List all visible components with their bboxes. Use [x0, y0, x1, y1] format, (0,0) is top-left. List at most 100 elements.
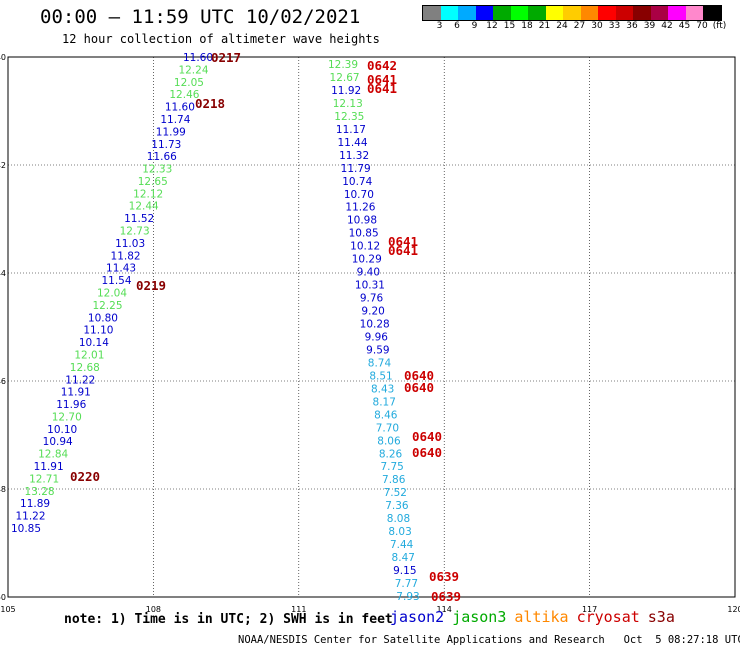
wave-height-value: 12.70 — [52, 411, 82, 423]
wave-height-value: 10.70 — [344, 189, 374, 201]
wave-height-value: 12.44 — [129, 201, 159, 213]
wave-height-value: 11.43 — [106, 263, 136, 275]
legend-entry-jason3: jason3 — [452, 608, 506, 626]
pass-time-label: 0640 — [412, 429, 442, 444]
wave-height-value: 10.10 — [47, 424, 77, 436]
pass-time-label: 0642 — [367, 58, 397, 73]
wave-height-value: 11.32 — [339, 150, 369, 162]
wave-height-value: 10.80 — [88, 312, 118, 324]
wave-height-value: 10.14 — [79, 337, 109, 349]
wave-height-value: 11.60 — [165, 102, 195, 114]
wave-height-value: 11.26 — [345, 202, 375, 214]
wave-height-value: 11.89 — [20, 498, 50, 510]
wave-height-value: 12.35 — [334, 111, 364, 123]
wave-height-value: 8.26 — [379, 448, 403, 460]
wave-height-value: 11.17 — [336, 124, 366, 136]
wave-height-value: 11.82 — [111, 250, 141, 262]
wave-height-value: 12.24 — [178, 64, 208, 76]
legend-entry-cryosat: cryosat — [577, 608, 640, 626]
wave-height-value: 11.79 — [341, 163, 371, 175]
wave-height-value: 9.15 — [393, 565, 416, 577]
pass-time-label: 0219 — [136, 278, 166, 293]
wave-height-value: 11.52 — [124, 213, 154, 225]
wave-height-value: 11.73 — [151, 139, 181, 151]
wave-height-value: 7.77 — [395, 578, 418, 590]
pass-time-label: 0220 — [70, 469, 100, 484]
wave-height-value: 7.70 — [376, 422, 399, 434]
wave-height-value: 11.91 — [34, 461, 64, 473]
wave-height-value: 7.52 — [384, 487, 407, 499]
wave-height-value: 12.84 — [38, 449, 68, 461]
wave-height-value: 7.86 — [382, 474, 406, 486]
wave-height-value: 11.99 — [156, 126, 186, 138]
pass-time-label: 0641 — [388, 243, 418, 258]
altimeter-map: 10510811111411712040424446485011.6012.24… — [0, 0, 740, 650]
lon-tick-label: 105 — [0, 605, 15, 614]
wave-height-value: 11.03 — [115, 238, 145, 250]
lat-tick-label: 48 — [0, 485, 6, 494]
wave-height-value: 12.71 — [29, 473, 59, 485]
wave-height-value: 10.28 — [360, 319, 390, 331]
wave-height-value: 9.59 — [366, 344, 389, 356]
lat-tick-label: 50 — [0, 593, 6, 602]
wave-height-value: 7.36 — [385, 500, 409, 512]
wave-height-value: 10.85 — [11, 523, 41, 535]
wave-height-value: 9.20 — [361, 306, 384, 318]
wave-height-value: 7.44 — [390, 539, 414, 551]
wave-height-value: 11.74 — [160, 114, 190, 126]
wave-height-value: 8.51 — [369, 370, 392, 382]
wave-height-value: 12.68 — [70, 362, 100, 374]
wave-height-value: 11.22 — [15, 511, 45, 523]
wave-height-value: 11.54 — [101, 275, 131, 287]
pass-time-label: 0640 — [404, 380, 434, 395]
wave-height-value: 10.12 — [350, 241, 380, 253]
legend-entry-jason2: jason2 — [390, 608, 444, 626]
wave-height-value: 8.03 — [388, 526, 411, 538]
note-text: note: 1) Time is in UTC; 2) SWH is in fe… — [64, 612, 393, 627]
wave-height-value: 10.31 — [355, 280, 385, 292]
wave-height-value: 10.74 — [342, 176, 372, 188]
wave-height-value: 7.93 — [396, 591, 419, 603]
lat-tick-label: 44 — [0, 269, 6, 278]
wave-height-value: 12.04 — [97, 288, 127, 300]
pass-time-label: 0641 — [367, 81, 397, 96]
wave-height-value: 12.05 — [174, 77, 204, 89]
wave-height-value: 8.17 — [373, 396, 396, 408]
wave-height-value: 13.28 — [25, 486, 55, 498]
lat-tick-label: 46 — [0, 377, 6, 386]
wave-height-value: 8.06 — [377, 435, 401, 447]
wave-height-value: 12.01 — [74, 349, 104, 361]
wave-height-value: 11.10 — [83, 325, 113, 337]
wave-height-value: 11.66 — [147, 151, 177, 163]
wave-height-value: 12.39 — [328, 59, 358, 71]
wave-height-value: 10.85 — [349, 228, 379, 240]
footer-credit: NOAA/NESDIS Center for Satellite Applica… — [238, 634, 740, 646]
legend-entry-s3a: s3a — [648, 608, 675, 626]
lon-tick-label: 120 — [727, 605, 740, 614]
wave-height-value: 7.75 — [380, 461, 403, 473]
wave-height-value: 9.76 — [360, 293, 384, 305]
wave-height-value: 8.08 — [387, 513, 410, 525]
pass-time-label: 0639 — [429, 569, 459, 584]
wave-height-value: 9.40 — [357, 267, 380, 279]
wave-height-value: 8.74 — [368, 357, 392, 369]
wave-height-value: 11.92 — [331, 85, 361, 97]
wave-height-value: 11.60 — [183, 52, 213, 64]
wave-height-value: 12.65 — [138, 176, 168, 188]
wave-height-value: 12.67 — [330, 72, 360, 84]
wave-height-value: 8.43 — [371, 383, 394, 395]
pass-time-label: 0218 — [195, 96, 225, 111]
wave-height-value: 8.46 — [374, 409, 398, 421]
wave-height-value: 12.13 — [333, 98, 363, 110]
satellite-legend: jason2 jason3 altika cryosat s3a — [390, 608, 683, 626]
lat-tick-label: 40 — [0, 53, 6, 62]
legend-entry-altika: altika — [514, 608, 568, 626]
wave-height-value: 10.29 — [352, 254, 382, 266]
wave-height-value: 12.25 — [92, 300, 122, 312]
pass-time-label: 0217 — [211, 50, 241, 65]
wave-height-value: 10.98 — [347, 215, 377, 227]
wave-height-value: 12.33 — [142, 164, 172, 176]
wave-height-value: 12.73 — [120, 226, 150, 238]
pass-time-label: 0640 — [412, 445, 442, 460]
wave-height-value: 12.12 — [133, 188, 163, 200]
